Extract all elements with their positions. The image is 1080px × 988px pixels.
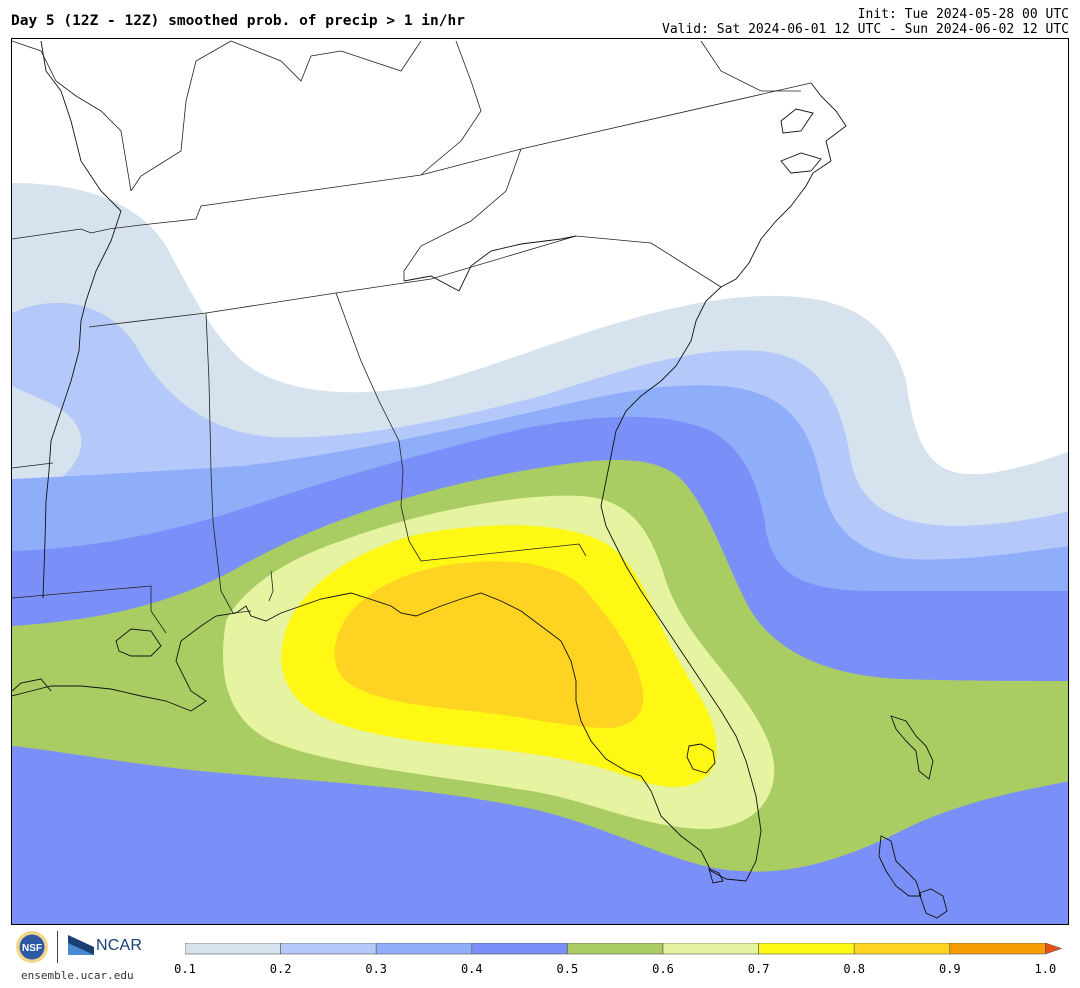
chart-title: Day 5 (12Z - 12Z) smoothed prob. of prec… (11, 13, 465, 29)
colorbar-segment (758, 943, 855, 955)
colorbar-tick-label: 0.5 (556, 962, 579, 976)
islands (686, 715, 948, 919)
nsf-logo-icon: NSF (16, 931, 48, 963)
colorbar-tick-label: 0.6 (652, 962, 674, 976)
colorbar-segment (375, 943, 473, 955)
colorbar (185, 943, 1063, 955)
nsf-logo-text: NSF (22, 943, 42, 954)
valid-time: Valid: Sat 2024-06-01 12 UTC - Sun 2024-… (662, 22, 1069, 37)
ncar-logo-text: NCAR (96, 937, 143, 954)
colorbar-tick-label: 0.9 (938, 962, 961, 976)
prob-band-0.8 (334, 561, 644, 729)
state-boundaries (12, 40, 812, 634)
colorbar-segment (471, 943, 568, 955)
colorbar-tick-label: 0.7 (747, 962, 770, 976)
run-info: Init: Tue 2024-05-28 00 UTC Valid: Sat 2… (662, 7, 1069, 37)
colorbar-tick-label: 1.0 (1034, 962, 1057, 976)
colorbar-segment (567, 943, 664, 955)
colorbar-segment (185, 943, 281, 955)
colorbar-extend-arrow (1045, 943, 1063, 955)
colorbar-tick-label: 0.3 (365, 962, 388, 976)
map-canvas (12, 40, 1068, 924)
colorbar-tick-label: 0.2 (269, 962, 292, 976)
footer-logos: NSF NCAR ensemble.ucar.edu (14, 930, 164, 986)
init-time: Init: Tue 2024-05-28 00 UTC (857, 7, 1069, 22)
probability-map (11, 38, 1069, 925)
colorbar-segment (949, 943, 1046, 955)
colorbar-segment (280, 943, 377, 955)
colorbar-tick-label: 0.4 (460, 962, 483, 976)
logo-divider (57, 931, 58, 963)
site-url: ensemble.ucar.edu (21, 969, 134, 982)
colorbar-segment (662, 943, 759, 955)
ncar-logo-icon (68, 935, 94, 955)
colorbar-segment (853, 943, 951, 955)
colorbar-tick-label: 0.8 (843, 962, 866, 976)
coastlines (12, 40, 847, 882)
colorbar-tick-label: 0.1 (174, 962, 196, 976)
